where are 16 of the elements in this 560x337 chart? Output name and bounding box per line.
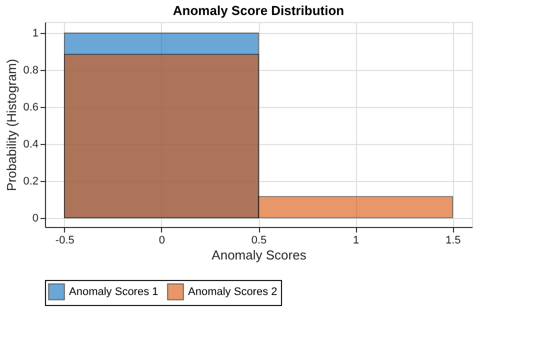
- y-tick-label: 0.8: [23, 64, 38, 77]
- x-tick-label: 1.5: [445, 234, 461, 246]
- y-tick-label: 0.2: [23, 175, 38, 188]
- y-tick-label: 1: [32, 28, 38, 40]
- y-axis-title: Probability (Histogram): [4, 58, 20, 192]
- x-tick-label: 0.5: [251, 234, 267, 246]
- legend-label: Anomaly Scores 1: [69, 286, 158, 298]
- chart-title: Anomaly Score Distribution: [172, 3, 344, 18]
- y-tick-label: 0.6: [23, 101, 38, 114]
- x-tick-label: 1: [352, 234, 360, 246]
- x-axis-title: Anomaly Scores: [212, 248, 307, 262]
- y-tick-label: 0.4: [23, 138, 38, 150]
- x-tick-label: -0.5: [55, 234, 74, 246]
- x-tick-label: 0: [158, 234, 166, 246]
- legend-label: Anomaly Scores 2: [188, 286, 278, 298]
- y-tick-label: 0: [32, 212, 38, 224]
